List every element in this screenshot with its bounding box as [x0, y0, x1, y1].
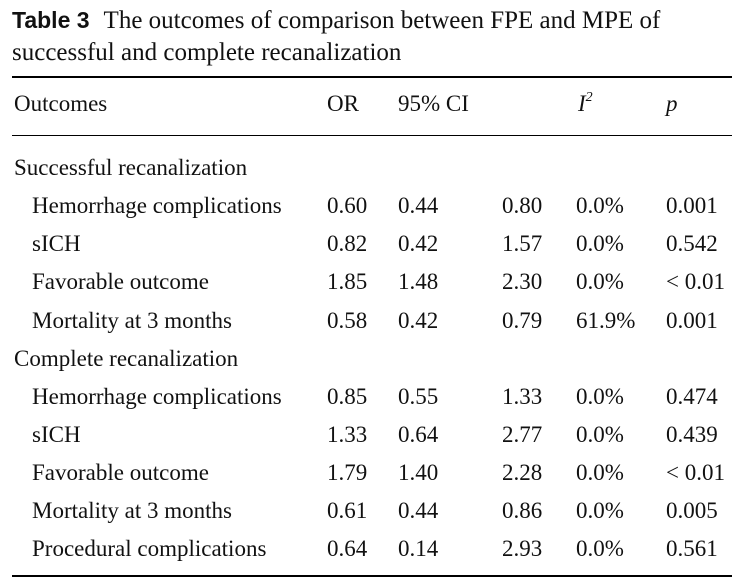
- cell-ci-high: 0.80: [502, 193, 543, 218]
- cell-ci-high: 2.30: [502, 269, 543, 294]
- cell-ci-low: 0.14: [398, 536, 439, 561]
- cell-ci-high: 1.33: [502, 384, 543, 409]
- cell-outcome: Favorable outcome: [32, 269, 209, 294]
- cell-p: 0.561: [666, 536, 718, 561]
- cell-i2: 0.0%: [576, 384, 624, 409]
- table-caption-text: The outcomes of comparison between FPE a…: [12, 7, 661, 66]
- cell-ci-low: 0.55: [398, 384, 439, 409]
- cell-p: < 0.01: [666, 460, 725, 485]
- cell-outcome: sICH: [32, 231, 81, 256]
- cell-ci-low: 0.42: [398, 231, 439, 256]
- table-caption: Table 3 The outcomes of comparison betwee…: [12, 4, 732, 69]
- cell-ci-low: 0.64: [398, 422, 439, 447]
- cell-outcome: Hemorrhage complications: [32, 384, 282, 409]
- cell-outcome: Mortality at 3 months: [32, 498, 232, 523]
- cell-i2: 0.0%: [576, 498, 624, 523]
- header-p: p: [666, 91, 678, 116]
- top-rule: [12, 76, 732, 78]
- cell-i2: 0.0%: [576, 460, 624, 485]
- cell-or: 0.60: [327, 193, 368, 218]
- group-title: Successful recanalization: [14, 155, 248, 180]
- cell-ci-low: 1.40: [398, 460, 439, 485]
- cell-i2: 0.0%: [576, 422, 624, 447]
- cell-p: 0.439: [666, 422, 718, 447]
- cell-ci-high: 0.79: [502, 308, 543, 333]
- header-rule: [12, 135, 732, 136]
- cell-or: 1.33: [327, 422, 368, 447]
- cell-or: 1.85: [327, 269, 368, 294]
- cell-or: 0.58: [327, 308, 368, 333]
- cell-ci-low: 1.48: [398, 269, 439, 294]
- cell-or: 1.79: [327, 460, 368, 485]
- cell-outcome: Mortality at 3 months: [32, 308, 232, 333]
- header-i2-sup: 2: [585, 90, 593, 105]
- cell-i2: 0.0%: [576, 269, 624, 294]
- header-i2-base: I: [578, 91, 586, 116]
- cell-ci-low: 0.42: [398, 308, 439, 333]
- cell-or: 0.85: [327, 384, 368, 409]
- cell-ci-high: 0.86: [502, 498, 543, 523]
- cell-outcome: Favorable outcome: [32, 460, 209, 485]
- header-outcomes: Outcomes: [14, 91, 108, 116]
- cell-p: 0.474: [666, 384, 718, 409]
- cell-ci-low: 0.44: [398, 498, 439, 523]
- cell-i2: 0.0%: [576, 536, 624, 561]
- cell-p: 0.542: [666, 231, 718, 256]
- cell-p: 0.001: [666, 193, 718, 218]
- cell-i2: 0.0%: [576, 231, 624, 256]
- cell-outcome: Hemorrhage complications: [32, 193, 282, 218]
- table-label: Table 3: [12, 7, 90, 33]
- cell-i2: 61.9%: [576, 308, 636, 333]
- cell-p: < 0.01: [666, 269, 725, 294]
- bottom-rule: [12, 575, 732, 577]
- header-ci: 95% CI: [398, 91, 469, 116]
- cell-p: 0.001: [666, 308, 718, 333]
- cell-or: 0.82: [327, 231, 368, 256]
- header-or: OR: [327, 91, 359, 116]
- cell-or: 0.61: [327, 498, 368, 523]
- cell-outcome: Procedural complications: [32, 536, 267, 561]
- cell-ci-high: 1.57: [502, 231, 543, 256]
- header-i2: I2: [578, 90, 593, 118]
- cell-p: 0.005: [666, 498, 718, 523]
- cell-i2: 0.0%: [576, 193, 624, 218]
- cell-ci-low: 0.44: [398, 193, 439, 218]
- cell-or: 0.64: [327, 536, 368, 561]
- cell-ci-high: 2.28: [502, 460, 543, 485]
- group-title: Complete recanalization: [14, 346, 239, 371]
- cell-outcome: sICH: [32, 422, 81, 447]
- cell-ci-high: 2.77: [502, 422, 543, 447]
- cell-ci-high: 2.93: [502, 536, 543, 561]
